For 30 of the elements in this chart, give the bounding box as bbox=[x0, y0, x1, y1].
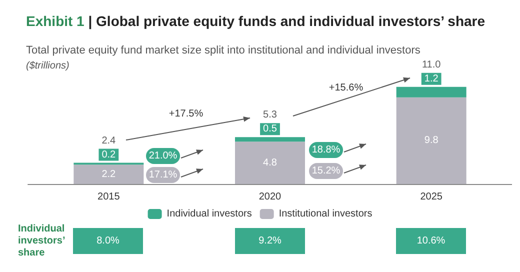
total-label: 2.4 bbox=[102, 135, 116, 146]
text: Individual investors’ share bbox=[18, 224, 66, 258]
legend-label: Institutional investors bbox=[278, 208, 372, 220]
bar bbox=[235, 142, 305, 184]
bar bbox=[74, 164, 144, 184]
text: 10.6% bbox=[416, 236, 446, 246]
annotation: 18.8% bbox=[312, 144, 340, 156]
data-label: 9.8 bbox=[424, 135, 439, 146]
text: 9.2% bbox=[258, 236, 282, 246]
text: 8.0% bbox=[96, 236, 120, 246]
annotation: 15.2% bbox=[312, 166, 340, 176]
x-tick-label: 2020 bbox=[258, 192, 282, 202]
chart-title: Exhibit 1 | Global private equity funds and individual investors’ share bbox=[26, 13, 486, 30]
annotation: +15.6% bbox=[328, 82, 364, 94]
y-axis-title: ($trillions) bbox=[26, 60, 70, 72]
data-label: 4.8 bbox=[263, 157, 278, 168]
data-label: 0.2 bbox=[102, 149, 116, 160]
bar bbox=[396, 97, 466, 184]
chart-subtitle: Total private equity fund market size split into institutional and individual investors bbox=[26, 44, 421, 56]
data-label: 2.2 bbox=[102, 168, 116, 180]
total-label: 11.0 bbox=[422, 59, 442, 70]
x-tick-label: 2025 bbox=[420, 192, 443, 202]
total-label: 5.3 bbox=[263, 110, 278, 121]
x-tick-label: 2015 bbox=[98, 192, 120, 202]
annotation: 17.1% bbox=[148, 170, 178, 180]
legend-label: Individual investors bbox=[166, 208, 252, 220]
data-label: 0.5 bbox=[263, 124, 278, 135]
data-label: 1.2 bbox=[424, 73, 439, 84]
annotation: +17.5% bbox=[168, 108, 204, 120]
annotation: 21.0% bbox=[148, 150, 178, 162]
